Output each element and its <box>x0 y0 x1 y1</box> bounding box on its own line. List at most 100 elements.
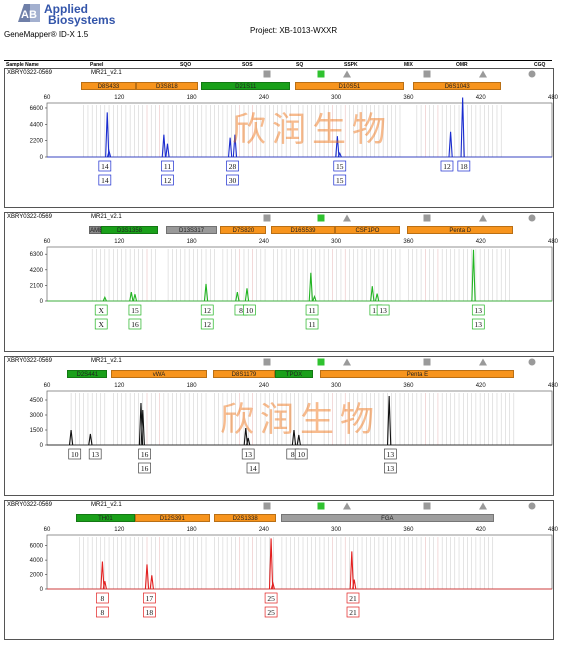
allele-call-box <box>200 318 214 330</box>
allele-call-label: 13 <box>91 450 99 459</box>
locus-bar[interactable]: D10S51 <box>295 82 404 90</box>
locus-bar[interactable]: D13S317 <box>166 226 217 234</box>
peak <box>296 434 301 446</box>
allele-call-label: 12 <box>443 162 451 171</box>
x-tick-label: 60 <box>44 95 51 101</box>
locus-bar[interactable]: D21S11 <box>201 82 291 90</box>
y-tick-label: 4500 <box>30 398 44 404</box>
quality-flag-square <box>263 358 271 366</box>
locus-bar[interactable]: TPOX <box>274 370 314 378</box>
allele-call-box <box>94 304 108 316</box>
peak <box>246 437 251 446</box>
peak <box>88 433 93 446</box>
y-tick-label: 2100 <box>30 283 44 289</box>
peak <box>100 561 105 590</box>
allele-call-box <box>440 160 454 172</box>
project-title: Project: XB-1013-WXXR <box>250 26 338 35</box>
allele-call-box <box>98 174 112 186</box>
locus-bar[interactable]: D16S539 <box>271 226 335 234</box>
locus-bar[interactable]: Penta E <box>320 370 515 378</box>
locus-bar[interactable]: D3S818 <box>136 82 198 90</box>
peak <box>335 136 340 158</box>
electropherogram-plot: 60 120 180 240 300 360 420 480 6300 4200 2100 0 XX 15… <box>30 214 559 330</box>
peak <box>227 137 233 158</box>
watermark: 欣润生物 <box>220 400 380 440</box>
col-sq: SQ <box>296 62 304 68</box>
electropherogram-plot: 60 120 180 240 300 360 420 480 6000 4000 2000 0 8 8 17… <box>30 502 559 618</box>
allele-call-label: 15 <box>336 176 344 185</box>
peak <box>132 294 138 302</box>
allele-call-label: 8 <box>101 608 105 617</box>
allele-call-label: 15 <box>336 162 344 171</box>
locus-bar[interactable]: D2S441 <box>67 370 108 378</box>
quality-flag-square <box>423 502 431 510</box>
peak <box>105 112 110 158</box>
locus-bar[interactable]: D2S1338 <box>214 514 276 522</box>
allele-call-label: 8 <box>239 306 243 315</box>
locus-bar[interactable]: TH01 <box>75 514 135 522</box>
x-tick-label: 420 <box>476 527 487 533</box>
quality-flag-triangle <box>343 70 351 78</box>
locus-bar[interactable]: D8S1179 <box>213 370 275 378</box>
x-tick-label: 420 <box>476 239 487 245</box>
allele-call-label: 30 <box>229 176 237 185</box>
locus-bar[interactable]: D6S1043 <box>413 82 502 90</box>
peak <box>140 409 145 446</box>
peak <box>203 283 209 302</box>
allele-call-label: 13 <box>244 450 252 459</box>
allele-call-box <box>346 606 360 618</box>
x-tick-label: 180 <box>187 383 198 389</box>
allele-call-box <box>471 318 485 330</box>
quality-flag-square <box>263 214 271 222</box>
allele-call-box <box>68 448 82 460</box>
allele-call-label: 25 <box>267 594 275 603</box>
quality-flag-circle <box>528 502 536 510</box>
kit-name: MR21_v2.1 <box>91 358 122 364</box>
allele-call-label: 25 <box>267 608 275 617</box>
locus-bar[interactable]: D12S391 <box>134 514 210 522</box>
peak <box>102 580 107 590</box>
x-tick-label: 240 <box>259 95 270 101</box>
allele-call-box <box>138 448 151 460</box>
allele-call-label: 11 <box>164 162 171 171</box>
allele-call-label: 12 <box>164 176 172 185</box>
locus-bar[interactable]: D7S820 <box>220 226 267 234</box>
allele-call-box <box>94 318 108 330</box>
x-tick-label: 300 <box>331 383 342 389</box>
peak <box>235 291 240 302</box>
allele-call-label: 21 <box>349 594 357 603</box>
allele-call-label: 13 <box>387 450 395 459</box>
locus-bar[interactable]: CSF1PO <box>334 226 400 234</box>
col-sample-name: Sample Name <box>6 62 39 68</box>
allele-call-box <box>305 304 319 316</box>
electropherogram-panel-black: XBRY0322-0569 MR21_v2.1 60 120 180 240 300 360 4… <box>4 356 559 496</box>
allele-call-label: 11 <box>372 306 379 315</box>
quality-flag-square <box>317 214 325 222</box>
electropherogram-plot: 60 120 180 240 300 360 420 480 4500 3000 1500 0 10 13… <box>30 358 559 474</box>
locus-bar[interactable]: D8S433 <box>80 82 137 90</box>
brand-line-1: Applied <box>44 2 88 16</box>
peak <box>102 295 107 302</box>
allele-call-box <box>243 304 256 316</box>
allele-call-box <box>96 606 109 618</box>
y-tick-label: 3000 <box>30 413 44 419</box>
y-tick-label: 1500 <box>30 428 44 434</box>
locus-bar[interactable]: Penta D <box>407 226 514 234</box>
y-tick-label: 4200 <box>30 268 44 274</box>
allele-call-box <box>226 174 239 186</box>
quality-flag-triangle <box>343 358 351 366</box>
locus-bar[interactable]: FGA <box>280 514 494 522</box>
quality-flag-circle <box>528 70 536 78</box>
allele-call-label: 14 <box>101 176 109 185</box>
peak <box>337 151 342 158</box>
y-tick-label: 0 <box>40 587 44 593</box>
allele-call-box <box>241 448 255 460</box>
allele-call-box <box>384 448 397 460</box>
allele-call-label: 8 <box>101 594 105 603</box>
locus-bar[interactable]: vWA <box>110 370 208 378</box>
locus-bar[interactable]: AME <box>89 226 104 234</box>
locus-bar[interactable]: D3S1358 <box>101 226 158 234</box>
allele-call-box <box>96 592 109 604</box>
allele-call-box <box>294 448 308 460</box>
quality-flag-triangle <box>479 214 487 222</box>
